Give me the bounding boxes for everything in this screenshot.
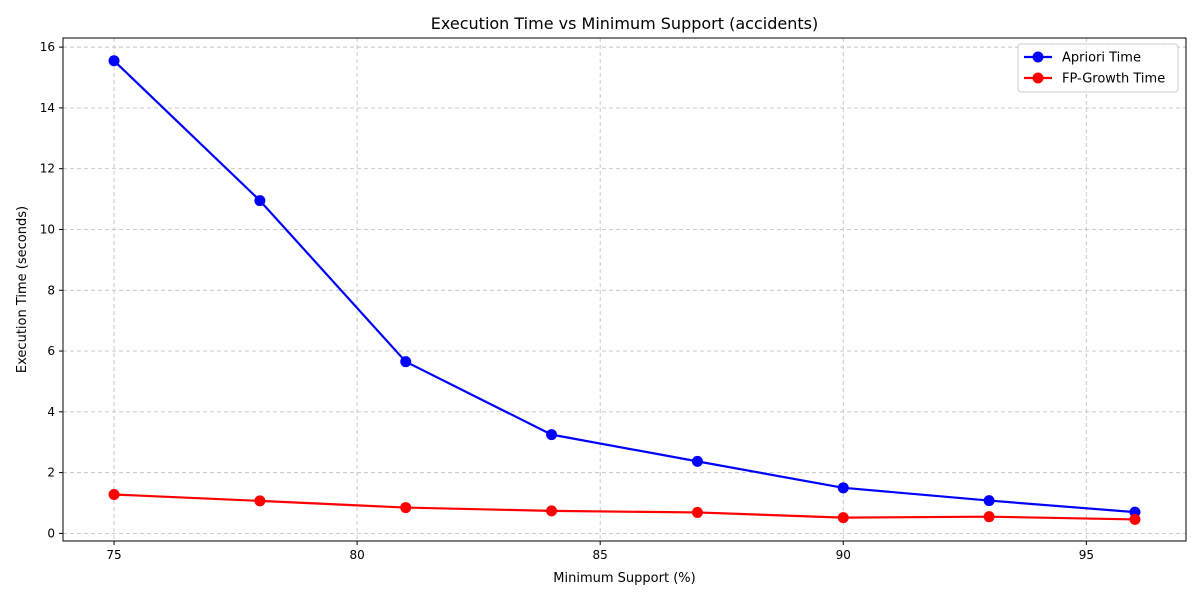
y-tick-label: 2 (47, 466, 55, 480)
data-point (546, 505, 558, 517)
data-point (108, 488, 120, 500)
data-point (983, 495, 995, 507)
data-point (254, 495, 266, 507)
legend-label: FP-Growth Time (1062, 72, 1165, 87)
series-line (114, 493, 1135, 521)
y-tick-label: 12 (40, 162, 55, 176)
x-tick-label: 80 (349, 548, 364, 562)
plot-frame (62, 37, 1187, 542)
data-point (546, 429, 558, 441)
x-axis-label: Minimum Support (%) (553, 571, 695, 586)
x-tick-label: 75 (106, 548, 121, 562)
x-tick-label: 95 (1079, 548, 1094, 562)
y-tick-label: 4 (47, 405, 55, 419)
data-point (691, 506, 703, 518)
y-tick-label: 14 (40, 101, 55, 115)
data-point (691, 455, 703, 467)
y-axis-label: Execution Time (seconds) (15, 206, 30, 373)
legend-marker (1032, 51, 1044, 63)
data-point (400, 356, 412, 368)
chart-title: Execution Time vs Minimum Support (accid… (431, 14, 818, 33)
data-point (837, 512, 849, 524)
y-tick-label: 16 (40, 40, 55, 54)
legend-box (1017, 43, 1179, 93)
data-point (400, 502, 412, 514)
series-fp-growth (108, 488, 1141, 525)
data-point (837, 482, 849, 494)
data-point (983, 511, 995, 523)
data-point (254, 195, 266, 207)
y-tick-label: 10 (40, 222, 55, 236)
x-tick-label: 90 (836, 548, 851, 562)
legend-item: Apriori Time (1024, 51, 1141, 66)
legend-label: Apriori Time (1062, 51, 1141, 66)
y-tick-label: 0 (47, 526, 55, 540)
legend-marker (1032, 72, 1044, 84)
x-tick-label: 85 (593, 548, 608, 562)
legend: Apriori Time FP-Growth Time (1017, 43, 1179, 93)
grid-lines (63, 38, 1186, 541)
axis-ticks: 75 80 85 90 95 0 2 4 6 8 10 12 14 16 (40, 40, 1094, 562)
data-point (1129, 513, 1141, 525)
legend-item: FP-Growth Time (1024, 72, 1165, 87)
series-apriori (108, 55, 1141, 518)
y-tick-label: 8 (47, 283, 55, 297)
data-point (108, 55, 120, 67)
series-line (113, 59, 1136, 514)
series-layer (108, 55, 1141, 525)
y-tick-label: 6 (47, 344, 55, 358)
